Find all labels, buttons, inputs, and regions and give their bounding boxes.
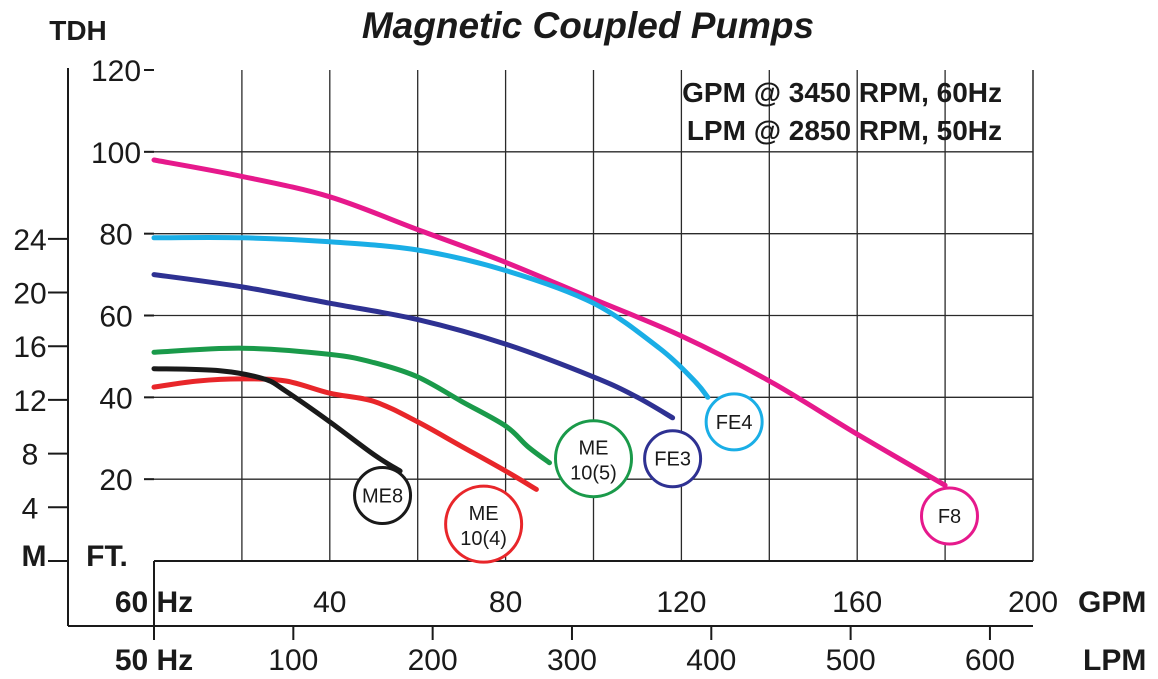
- lpm-tick-label: 400: [686, 644, 736, 677]
- x-primary-label: 60 Hz: [115, 586, 193, 619]
- m-tick-label: 8: [22, 439, 39, 472]
- gpm-tick-label: 120: [656, 586, 706, 619]
- series-label: F8: [938, 506, 961, 528]
- series-line-me-10-5: [151, 345, 552, 466]
- series-badge-f8: F8: [919, 486, 979, 546]
- grid-lines: [154, 70, 1034, 561]
- axes: [48, 68, 1034, 640]
- ft-tick-label: 20: [99, 464, 132, 497]
- subtitle-line-2: LPM @ 2850 RPM, 50Hz: [687, 115, 1002, 146]
- m-tick-label: 12: [13, 385, 46, 418]
- badge-circle: [444, 484, 524, 564]
- series-line-fe4: [151, 234, 711, 400]
- series-label: ME: [579, 438, 609, 460]
- series-line-me8: [151, 366, 403, 474]
- x-secondary-label: 50 Hz: [115, 644, 193, 677]
- badge-circle: [704, 392, 764, 452]
- series-line-me-10-4: [151, 376, 539, 492]
- y-right-unit: FT.: [86, 540, 128, 573]
- lpm-tick-label: 500: [826, 644, 876, 677]
- series-label: FE3: [654, 449, 691, 471]
- m-tick-label: 16: [13, 331, 46, 364]
- ft-tick-label: 120: [91, 55, 141, 88]
- lpm-tick-label: 600: [965, 644, 1015, 677]
- series-line-fe3: [151, 272, 676, 421]
- y-axis-label: TDH: [49, 15, 107, 46]
- series-label: FE4: [716, 412, 753, 434]
- ft-tick-label: 40: [99, 382, 132, 415]
- series-badge-fe4: FE4: [704, 392, 764, 452]
- badge-circle: [643, 429, 703, 489]
- x-primary-unit: GPM: [1078, 586, 1146, 619]
- badge-circle: [353, 466, 413, 526]
- series-badge-me-10-5: ME 10(5): [554, 419, 633, 499]
- x-secondary-unit: LPM: [1083, 644, 1146, 677]
- m-tick-label: 24: [13, 224, 46, 257]
- ft-tick-label: 100: [91, 137, 141, 170]
- subtitle-line-1: GPM @ 3450 RPM, 60Hz: [682, 77, 1002, 108]
- gpm-tick-label: 200: [1008, 586, 1058, 619]
- m-tick-label: 4: [22, 492, 39, 525]
- y-left-unit: M: [22, 540, 47, 573]
- ft-tick-label: 80: [99, 219, 132, 252]
- series-label: ME: [469, 503, 499, 525]
- badge-circle: [554, 419, 633, 499]
- m-tick-label: 20: [13, 278, 46, 311]
- tick-labels: 20 40 60 80 100 120 4 8 12 16 20 24 40 80 120 160 200 100…: [13, 55, 1058, 677]
- series-badges: F8 FE4 FE3 ME 10(5) ME 10(4) ME8: [353, 392, 979, 564]
- lpm-tick-label: 300: [547, 644, 597, 677]
- badge-circle: [919, 486, 979, 546]
- series-label: 10(4): [460, 528, 507, 550]
- gpm-tick-label: 40: [313, 586, 346, 619]
- lpm-tick-label: 200: [408, 644, 458, 677]
- series-badge-me-10-4: ME 10(4): [444, 484, 524, 564]
- chart-title: Magnetic Coupled Pumps: [362, 5, 814, 46]
- series-label: 10(5): [570, 463, 617, 485]
- series-label: ME8: [362, 486, 403, 508]
- ft-tick-label: 60: [99, 301, 132, 334]
- series-badge-me8: ME8: [353, 466, 413, 526]
- series-line-f8: [151, 157, 948, 488]
- series-curves: [151, 157, 948, 492]
- lpm-tick-label: 100: [268, 644, 318, 677]
- series-badge-fe3: FE3: [643, 429, 703, 489]
- gpm-tick-label: 80: [489, 586, 522, 619]
- gpm-tick-label: 160: [832, 586, 882, 619]
